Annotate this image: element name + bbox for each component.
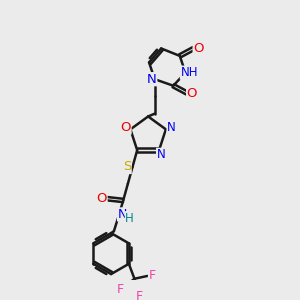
Text: F: F [136,290,143,300]
Text: N: N [118,208,127,221]
Text: O: O [121,121,131,134]
Text: N: N [167,121,176,134]
Text: NH: NH [180,66,198,79]
Text: O: O [193,42,204,55]
Text: O: O [97,192,107,205]
Text: F: F [148,269,156,282]
Text: N: N [147,73,157,86]
Text: N: N [157,148,165,161]
Text: S: S [123,160,131,173]
Text: H: H [125,212,134,225]
Text: F: F [117,284,124,296]
Text: O: O [187,87,197,100]
